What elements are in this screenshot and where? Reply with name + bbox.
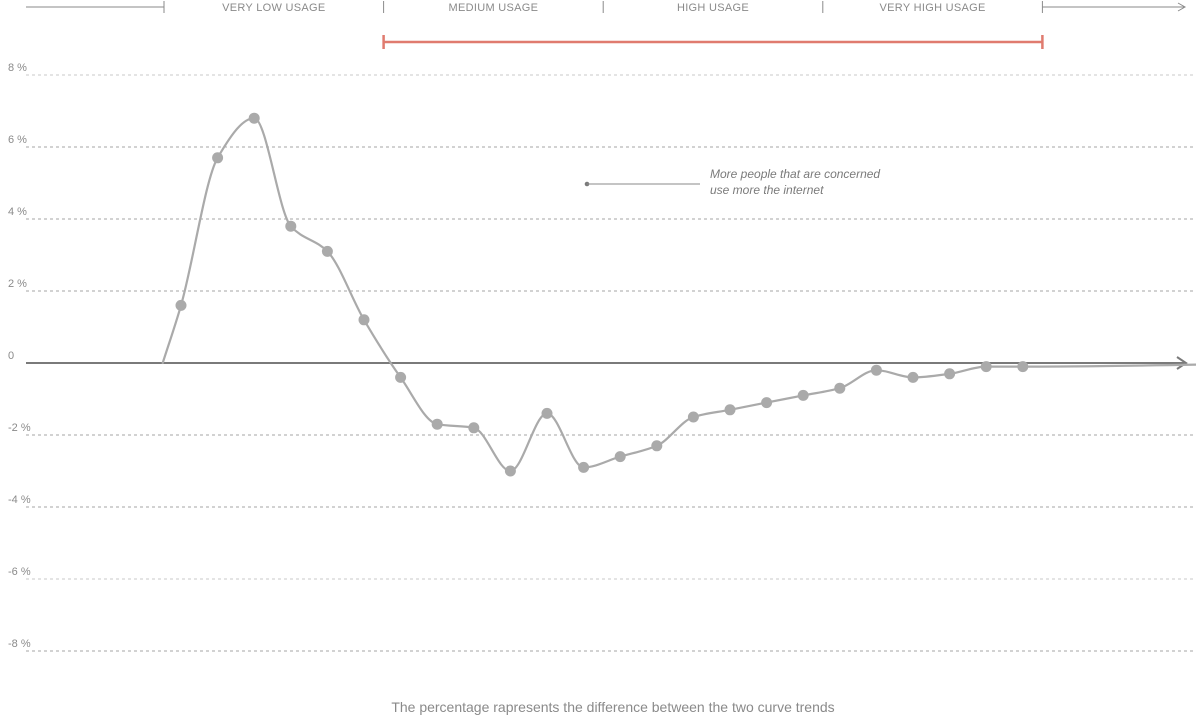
data-point	[248, 112, 260, 124]
y-tick-label: 0	[8, 350, 14, 362]
difference-curve-line	[161, 117, 1196, 473]
y-tick-label: -4 %	[8, 494, 31, 506]
annotation-line-1: More people that are concerned	[710, 167, 880, 181]
axis-layer	[26, 356, 1188, 370]
data-point	[944, 368, 956, 380]
annotation-layer: More people that are concerned use more …	[584, 167, 880, 197]
data-point	[907, 371, 919, 383]
data-point	[212, 152, 224, 164]
data-point	[175, 299, 187, 311]
curve-layer	[161, 112, 1196, 477]
usage-band-label: VERY LOW USAGE	[222, 2, 325, 14]
y-tick-label: 4 %	[8, 206, 27, 218]
data-point	[431, 418, 443, 430]
usage-band-arrow-icon	[1177, 2, 1187, 12]
data-point	[834, 382, 846, 394]
y-tick-label: 2 %	[8, 278, 27, 290]
data-point	[724, 404, 736, 416]
data-point	[468, 422, 480, 434]
data-point	[541, 407, 553, 419]
data-point	[1017, 361, 1029, 373]
data-point	[870, 364, 882, 376]
data-point	[358, 314, 370, 326]
y-tick-label: 8 %	[8, 62, 27, 74]
usage-band-label: VERY HIGH USAGE	[880, 2, 986, 14]
data-point	[285, 220, 297, 232]
data-point	[651, 440, 663, 452]
usage-band-layer: VERY LOW USAGE MEDIUM USAGE HIGH USAGE VERY…	[26, 1, 1187, 49]
usage-band-label: MEDIUM USAGE	[449, 2, 539, 14]
data-point	[395, 371, 407, 383]
data-point	[578, 461, 590, 473]
data-point	[980, 361, 992, 373]
y-tick-label: 6 %	[8, 134, 27, 146]
grid-layer: 8 % 6 % 4 % 2 % 0 -2 % -4 % -6 % -8 %	[8, 62, 1196, 652]
data-point	[504, 465, 516, 477]
data-point	[761, 397, 773, 409]
usage-band-label: HIGH USAGE	[677, 2, 749, 14]
data-point	[687, 411, 699, 423]
data-point	[321, 245, 333, 257]
data-point	[797, 389, 809, 401]
y-tick-label: -8 %	[8, 638, 31, 650]
zero-axis-arrow-icon	[1176, 356, 1188, 370]
chart-footnote: The percentage rapresents the difference…	[391, 699, 834, 715]
y-tick-label: -6 %	[8, 566, 31, 578]
annotation-line-2: use more the internet	[710, 183, 824, 197]
data-point	[614, 451, 626, 463]
y-tick-label: -2 %	[8, 422, 31, 434]
